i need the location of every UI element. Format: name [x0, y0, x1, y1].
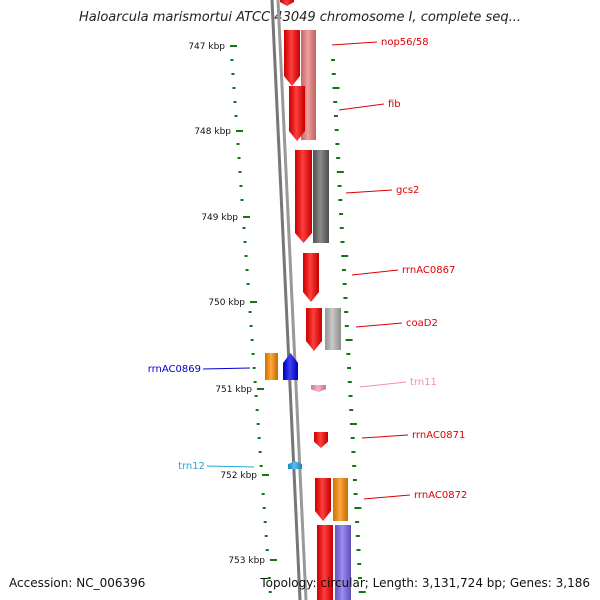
features	[265, 0, 351, 600]
cds-rrnAC0867	[303, 253, 319, 302]
tick-label: 751 kbp	[215, 385, 252, 395]
cog-coaD2-shading	[325, 308, 341, 350]
tick-label: 747 kbp	[188, 42, 225, 52]
trna-trn12-shading	[288, 461, 302, 469]
tick-label: 748 kbp	[194, 127, 231, 137]
label-leader	[345, 189, 393, 194]
label-leader	[202, 367, 251, 370]
map-title: Haloarcula marismortui ATCC 43049 chromo…	[79, 10, 521, 25]
cds-rrnAC0867-shading	[303, 253, 319, 302]
tick-label: 750 kbp	[208, 298, 245, 308]
cog-gcs2-shading	[313, 150, 329, 243]
trna-trn11-shading	[311, 385, 326, 392]
cds-bottom-shading	[317, 525, 333, 600]
tick-label: 749 kbp	[201, 213, 238, 223]
cds-rrnAC0869-shading	[283, 353, 298, 380]
cog-rrnAC0872-shading	[333, 478, 348, 521]
cds-fib-shading	[289, 86, 305, 141]
gene-label: nop56/58	[381, 37, 429, 48]
genome-stats-text: Topology: circular; Length: 3,131,724 bp…	[260, 576, 590, 590]
label-leader	[206, 465, 255, 468]
tick-labels: 747 kbp 748 kbp 749 kbp 750 kbp 751 kbp 752 k…	[188, 42, 265, 566]
cds-nop56-58	[284, 30, 300, 86]
cds-rrnAC0871	[314, 432, 328, 448]
cds-rrnAC0869	[283, 353, 298, 380]
gene-label: trn12	[178, 461, 205, 472]
gene-labels: nop56/58 fib gcs2 rrnAC0867 coaD2 rrnAC0869 tr…	[148, 37, 468, 501]
cds-rrnAC0872-shading	[315, 478, 331, 521]
cds-nop56-58-shading	[284, 30, 300, 86]
gene-label: rrnAC0869	[148, 364, 201, 375]
cog-rrnAC0869	[265, 353, 278, 380]
gene-label: rrnAC0872	[414, 490, 467, 501]
label-leader	[363, 494, 411, 500]
cds-coaD2	[306, 308, 322, 351]
backbone	[270, 0, 308, 600]
cds-gcs2	[295, 150, 312, 243]
cds-rrnAC0872	[315, 478, 331, 521]
cds-gcs2-shading	[295, 150, 312, 243]
gene-label: rrnAC0867	[402, 265, 455, 276]
label-leader	[338, 103, 385, 111]
gene-label: gcs2	[396, 185, 419, 196]
cog-rrnAC0869-shading	[265, 353, 278, 380]
cds-fib	[289, 86, 305, 141]
cds-bottom	[317, 525, 333, 600]
trna-trn11	[311, 385, 326, 392]
label-leader	[331, 41, 378, 46]
gene-label: fib	[388, 99, 401, 110]
cds-rrnAC0871-shading	[314, 432, 328, 448]
gene-label: coaD2	[406, 318, 438, 329]
label-leader	[355, 322, 403, 328]
trna-trn12	[288, 461, 302, 469]
tick-label: 753 kbp	[228, 556, 265, 566]
cds-top-partial	[280, 0, 294, 6]
label-leader	[361, 434, 409, 439]
cog-bottom	[335, 525, 351, 600]
accession-text: Accession: NC_006396	[9, 576, 146, 590]
label-leader	[359, 381, 407, 388]
tick-label: 752 kbp	[220, 471, 257, 481]
cog-coaD2	[325, 308, 341, 350]
cog-bottom-shading	[335, 525, 351, 600]
gene-label: rrnAC0871	[412, 430, 465, 441]
cds-coaD2-shading	[306, 308, 322, 351]
tick-dashes	[230, 45, 366, 593]
gene-label: trn11	[410, 377, 437, 388]
label-leader	[351, 269, 399, 276]
cog-rrnAC0872	[333, 478, 348, 521]
cog-gcs2	[313, 150, 329, 243]
cds-top-partial-shading	[280, 0, 294, 6]
